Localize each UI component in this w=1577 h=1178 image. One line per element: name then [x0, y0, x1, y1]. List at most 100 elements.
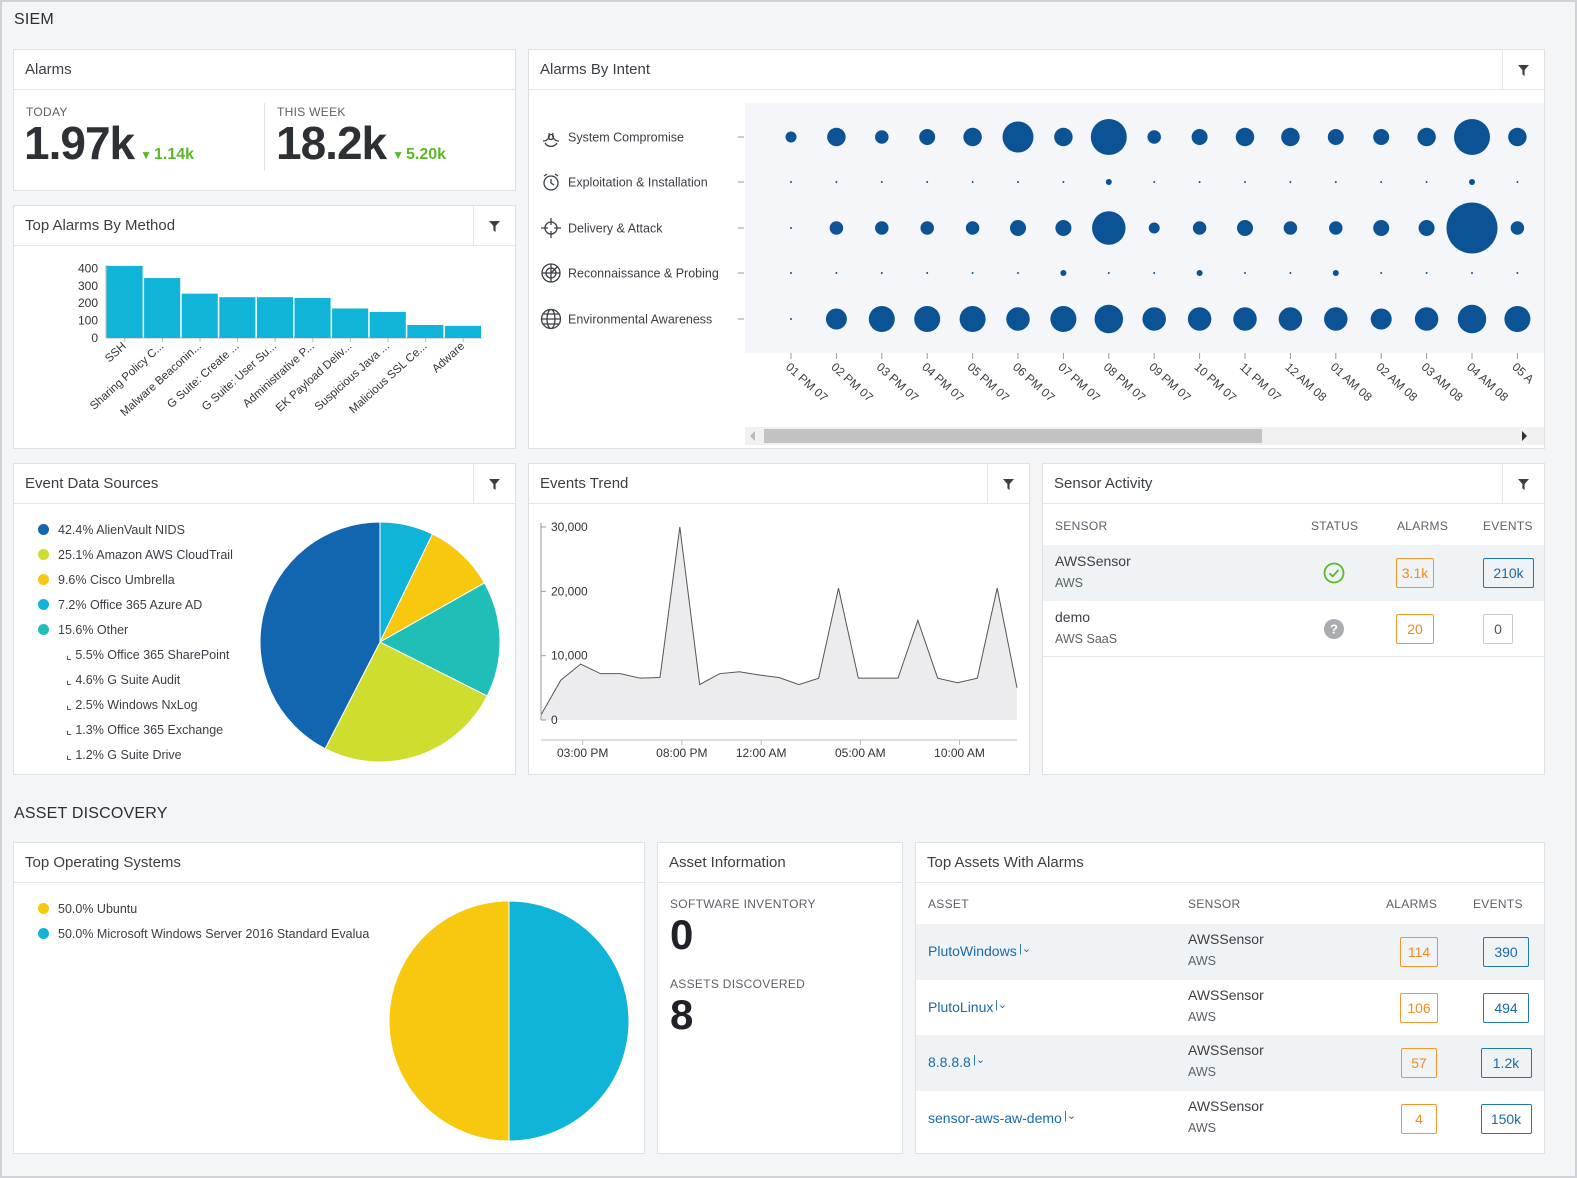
trend-filter-button[interactable]	[987, 464, 1029, 504]
pie-slice	[259, 521, 381, 750]
bubble	[1289, 272, 1292, 274]
asset-events-badge[interactable]: 150k	[1480, 1103, 1532, 1134]
table-row[interactable]: demo AWS SaaS ? 20 0	[1043, 601, 1544, 657]
bubble	[1054, 127, 1073, 147]
bubble	[926, 181, 929, 183]
asset-link[interactable]: 8.8.8.8	[928, 1054, 971, 1070]
asset-chevron-down-icon[interactable]: |⌄	[1019, 943, 1032, 955]
col-header-events[interactable]: EVENTS	[1473, 897, 1523, 911]
asset-link[interactable]: PlutoLinux	[928, 998, 994, 1015]
status-ok-icon	[1323, 562, 1345, 584]
bubble	[965, 221, 980, 235]
col-header-events[interactable]: EVENTS	[1483, 519, 1533, 533]
alarms-by-intent-panel: Alarms By Intent System Compromise Exploi…	[528, 49, 1545, 449]
asset-chevron-down-icon[interactable]: |⌄	[995, 998, 1008, 1011]
asset-link[interactable]: PlutoWindows	[928, 943, 1017, 959]
sensor-events-badge[interactable]: 210k	[1483, 558, 1534, 588]
asset-sensor-type: AWS	[1188, 954, 1217, 968]
bar	[106, 265, 143, 338]
os-legend: 50.0% Ubuntu 50.0% Microsoft Windows Ser…	[38, 896, 388, 946]
asset-chevron-down-icon[interactable]: |⌄	[1064, 1109, 1077, 1122]
col-header-sensor[interactable]: SENSOR	[1055, 519, 1108, 533]
x-tick-label: 09 PM 07	[1146, 360, 1194, 405]
filter-icon	[489, 478, 500, 490]
asset-alarms-badge[interactable]: 106	[1400, 992, 1438, 1023]
assets-discovered-value[interactable]: 8	[670, 991, 694, 1038]
bubble	[1469, 179, 1475, 185]
asset-alarms-badge[interactable]: 4	[1401, 1103, 1437, 1134]
col-header-alarms[interactable]: ALARMS	[1397, 519, 1449, 533]
intent-title-text: Alarms By Intent	[540, 61, 651, 78]
bubble	[920, 221, 934, 235]
sensor-filter-button[interactable]	[1502, 464, 1544, 504]
x-tick-label: 08 PM 07	[1101, 360, 1149, 405]
sensor-alarms-badge[interactable]: 3.1k	[1396, 558, 1434, 588]
bubble	[1425, 272, 1428, 274]
software-inventory-value[interactable]: 0	[670, 911, 694, 958]
legend-item[interactable]: 9.6% Cisco Umbrella	[38, 567, 250, 592]
col-header-status[interactable]: STATUS	[1311, 519, 1359, 533]
bubble	[1010, 220, 1026, 236]
bubble	[790, 227, 792, 229]
asset-chevron-down-icon[interactable]: |⌄	[973, 1054, 986, 1066]
bar	[407, 324, 444, 338]
col-header-asset[interactable]: ASSET	[928, 897, 969, 911]
method-filter-button[interactable]	[473, 206, 515, 246]
biohazard-icon	[542, 132, 560, 147]
sensor-name[interactable]: AWSSensor	[1055, 553, 1131, 569]
asset-alarms-badge[interactable]: 57	[1401, 1048, 1437, 1078]
scroll-left-icon	[750, 431, 755, 441]
legend-dot	[38, 549, 49, 560]
table-row[interactable]: 8.8.8.8 |⌄ AWSSensor AWS 57 1.2k	[916, 1035, 1544, 1091]
legend-sub-item: ⌞ 1.2% G Suite Drive	[66, 748, 182, 762]
legend-item[interactable]: 42.4% AlienVault NIDS	[38, 517, 250, 542]
col-header-sensor[interactable]: SENSOR	[1188, 897, 1241, 911]
bubble	[914, 306, 941, 332]
method-title-text: Top Alarms By Method	[25, 217, 176, 234]
legend-item[interactable]: 7.2% Office 365 Azure AD	[38, 592, 250, 617]
legend-item[interactable]: 50.0% Ubuntu	[38, 896, 388, 921]
asset-events-badge[interactable]: 494	[1483, 992, 1529, 1023]
sensor-name[interactable]: demo	[1055, 609, 1091, 625]
bubble	[1244, 272, 1246, 274]
intent-panel-title: Alarms By Intent	[529, 50, 1544, 90]
sensor-alarms-badge[interactable]: 20	[1396, 614, 1434, 644]
x-tick-label: 07 PM 07	[1055, 360, 1103, 405]
y-tick-label: 100	[78, 314, 98, 328]
bubble	[1055, 220, 1072, 236]
intent-filter-button[interactable]	[1502, 50, 1544, 90]
legend-item[interactable]: 50.0% Microsoft Windows Server 2016 Stan…	[38, 921, 388, 946]
table-row[interactable]: AWSSensor AWS 3.1k 210k	[1043, 545, 1544, 601]
bubble	[1006, 307, 1030, 331]
legend-sub-item: ⌞ 4.6% G Suite Audit	[66, 673, 181, 687]
legend-sub-item: ⌞ 2.5% Windows NxLog	[66, 698, 198, 712]
bubble	[1324, 307, 1348, 331]
bubble	[1283, 221, 1298, 235]
intent-row-label: Delivery & Attack	[568, 222, 663, 236]
x-tick-label: 02 AM 08	[1373, 360, 1420, 405]
bubble	[875, 130, 889, 144]
sensor-events-badge[interactable]: 0	[1483, 614, 1513, 644]
trend-panel-title: Events Trend	[529, 464, 1029, 504]
bubble	[1417, 127, 1436, 147]
asset-link[interactable]: sensor-aws-aw-demo	[928, 1109, 1062, 1126]
sensor-activity-panel: Sensor Activity SENSOR STATUS ALARMS EVE…	[1042, 463, 1545, 775]
bubble	[1414, 307, 1439, 331]
x-tick-label: 08:00 PM	[656, 746, 707, 760]
bubble	[1510, 221, 1525, 235]
table-row[interactable]: sensor-aws-aw-demo |⌄ AWSSensor AWS 4 15…	[916, 1090, 1544, 1146]
sources-filter-button[interactable]	[473, 464, 515, 504]
legend-item[interactable]: 15.6% Other	[38, 617, 250, 642]
os-panel-title: Top Operating Systems	[14, 843, 644, 883]
col-header-alarms[interactable]: ALARMS	[1386, 897, 1438, 911]
asset-events-badge[interactable]: 1.2k	[1480, 1048, 1532, 1078]
legend-item[interactable]: 25.1% Amazon AWS CloudTrail	[38, 542, 250, 567]
filter-icon	[489, 220, 500, 232]
table-row[interactable]: PlutoWindows |⌄ AWSSensor AWS 114 390	[916, 924, 1544, 980]
asset-alarms-badge[interactable]: 114	[1400, 937, 1438, 967]
asset-events-badge[interactable]: 390	[1483, 937, 1529, 967]
bubble	[1017, 181, 1019, 183]
bubble	[1148, 222, 1160, 234]
table-row[interactable]: PlutoLinux |⌄ AWSSensor AWS 106 494	[916, 979, 1544, 1035]
